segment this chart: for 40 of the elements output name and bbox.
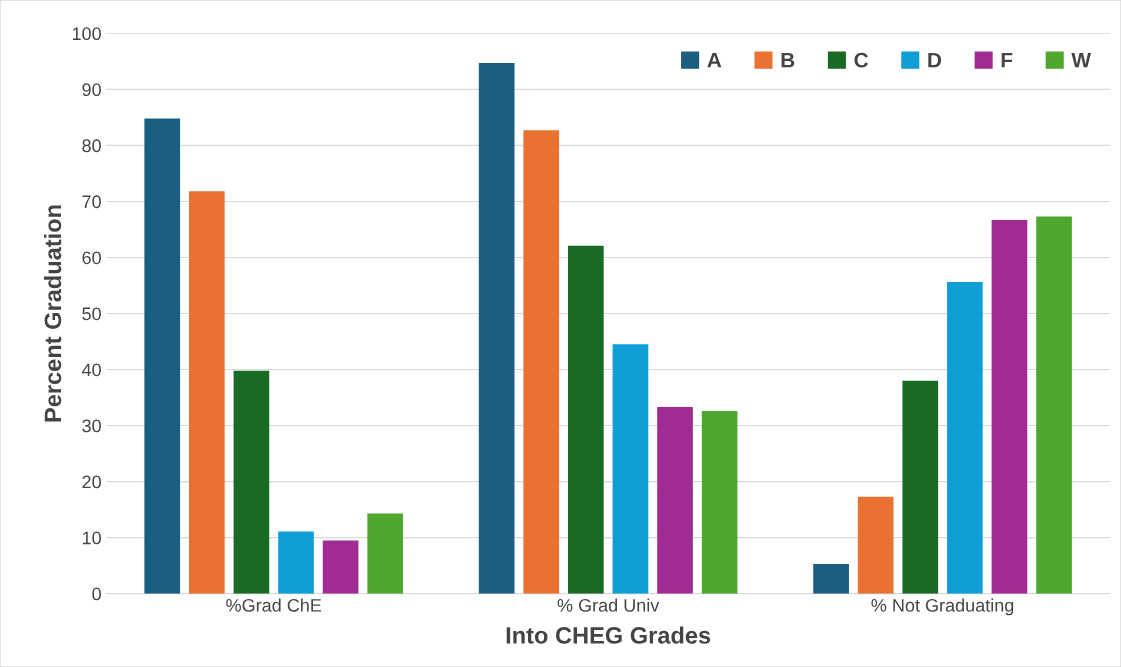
y-tick-label: 100 <box>72 27 101 41</box>
legend-label: W <box>1071 52 1092 68</box>
y-tick-label: 0 <box>92 587 101 601</box>
bar <box>991 219 1028 594</box>
bar <box>857 496 894 594</box>
x-tick-label: % Grad Univ <box>557 598 660 612</box>
x-tick-label: %Grad ChE <box>226 598 322 612</box>
bar <box>902 380 939 594</box>
bar <box>947 282 983 594</box>
bar <box>813 563 849 594</box>
bar <box>701 410 738 594</box>
y-tick-label: 70 <box>82 195 101 209</box>
bar <box>278 531 314 594</box>
legend-label: C <box>854 52 869 68</box>
y-tick-label: 50 <box>82 307 101 321</box>
bar <box>478 63 515 594</box>
bar <box>322 540 359 594</box>
bar <box>657 407 693 594</box>
bar <box>612 344 649 594</box>
x-axis-title: Into CHEG Grades <box>506 626 711 644</box>
y-axis-title: Percent Graduation <box>43 205 62 422</box>
bar <box>568 245 604 594</box>
y-tick-label: 60 <box>82 251 101 265</box>
bar <box>233 370 270 594</box>
y-tick-label: 90 <box>82 83 101 97</box>
y-tick-label: 20 <box>82 475 101 489</box>
x-tick-label: % Not Graduating <box>871 598 1014 616</box>
bar <box>144 118 181 594</box>
bar <box>367 513 404 594</box>
legend-label: A <box>707 52 722 68</box>
y-tick-label: 30 <box>82 419 101 433</box>
y-tick-label: 80 <box>82 139 101 153</box>
legend-label: B <box>781 52 795 68</box>
legend-label: F <box>1001 52 1013 68</box>
y-tick-label: 10 <box>82 531 101 545</box>
bar <box>1036 216 1072 594</box>
y-tick-label: 40 <box>81 363 101 377</box>
legend-label: D <box>928 52 942 68</box>
bar <box>523 130 560 594</box>
bar <box>188 191 225 594</box>
